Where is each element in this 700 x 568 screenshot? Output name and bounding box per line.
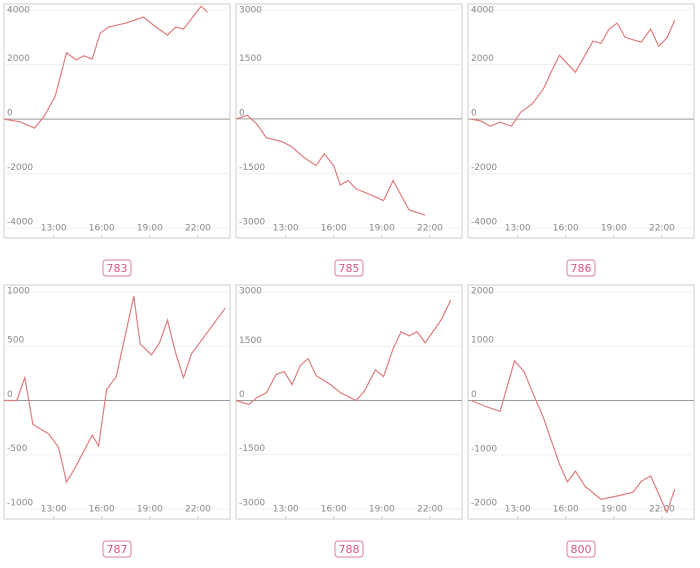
y-tick-label: 0 — [239, 390, 245, 400]
x-tick-label: 22:00 — [185, 224, 211, 234]
y-tick-label: 2000 — [471, 54, 494, 64]
y-tick-label: -2000 — [7, 163, 33, 173]
label-box — [102, 540, 132, 558]
x-tick-label: 22:00 — [185, 505, 211, 515]
y-tick-label: 500 — [7, 336, 24, 346]
y-tick-label: -1500 — [239, 163, 265, 173]
y-tick-label: -1000 — [471, 444, 497, 454]
label-box — [334, 259, 364, 277]
x-tick-label: 19:00 — [369, 505, 395, 515]
y-tick-label: -4000 — [7, 218, 33, 228]
y-tick-label: 2000 — [7, 54, 30, 64]
x-tick-label: 16:00 — [553, 224, 579, 234]
x-tick-label: 16:00 — [89, 505, 115, 515]
chart-panel: -4000 -2000 0 2000 4000 13:00 16:00 19:00 22:00 7… — [467, 3, 695, 277]
panel-frame — [235, 3, 463, 239]
line — [470, 359, 676, 514]
y-tick-label: 0 — [7, 109, 13, 119]
x-tick-label: 19:00 — [601, 224, 627, 234]
y-tick-label: 3000 — [239, 287, 262, 297]
panel-label: 783 — [107, 262, 128, 275]
x-tick-label: 19:00 — [137, 505, 163, 515]
x-tick-label: 13:00 — [273, 224, 299, 234]
x-tick-label: 13:00 — [505, 505, 531, 515]
y-tick-label: -1000 — [7, 499, 33, 509]
y-tick-label: 1500 — [239, 336, 262, 346]
y-tick-label: 0 — [239, 108, 245, 118]
x-tick-label: 16:00 — [321, 224, 347, 234]
x-tick-label: 19:00 — [137, 224, 163, 234]
label-box — [566, 540, 596, 558]
x-tick-label: 16:00 — [553, 505, 579, 515]
x-tick-label: 22:00 — [417, 224, 443, 234]
y-tick-label: 4000 — [471, 6, 494, 16]
panel-frame — [3, 3, 231, 239]
panel-label: 785 — [339, 262, 360, 275]
line — [3, 5, 209, 129]
panel-frame — [3, 284, 231, 520]
x-tick-label: 13:00 — [505, 224, 531, 234]
chart-panel: -3000 -1500 0 1500 3000 13:00 16:00 19:00 22:00 7… — [235, 3, 463, 277]
chart-panel: -4000 -2000 0 2000 4000 13:00 16:00 19:00 22:00 7… — [3, 3, 231, 277]
chart-panel: -2000 -1000 0 1000 2000 13:00 16:00 19:00 22:00 8… — [467, 284, 695, 558]
label-box — [566, 259, 596, 277]
y-tick-label: -3000 — [239, 498, 265, 508]
y-tick-label: 1000 — [7, 287, 30, 297]
y-tick-label: -1500 — [239, 444, 265, 454]
x-tick-label: 13:00 — [273, 505, 299, 515]
panel-label: 800 — [571, 543, 592, 556]
panel-frame — [235, 284, 463, 520]
x-tick-label: 22:00 — [417, 505, 443, 515]
y-tick-label: -500 — [7, 444, 28, 454]
x-tick-label: 13:00 — [41, 505, 67, 515]
y-tick-label: 0 — [471, 390, 477, 400]
y-tick-label: 1500 — [239, 54, 262, 64]
y-tick-label: 2000 — [471, 287, 494, 297]
line — [235, 299, 452, 406]
x-tick-label: 13:00 — [41, 224, 67, 234]
y-tick-label: 3000 — [239, 6, 262, 16]
line — [235, 114, 426, 216]
line — [471, 19, 676, 127]
y-tick-label: 0 — [471, 109, 477, 119]
y-tick-label: 4000 — [7, 6, 30, 16]
y-tick-label: -2000 — [471, 163, 497, 173]
x-tick-label: 16:00 — [321, 505, 347, 515]
x-tick-label: 16:00 — [89, 224, 115, 234]
panel-frame — [467, 3, 695, 239]
x-tick-label: 22:00 — [649, 505, 675, 515]
panel-frame — [467, 284, 695, 520]
y-tick-label: 1000 — [471, 336, 494, 346]
y-tick-label: -2000 — [471, 499, 497, 509]
panel-label: 788 — [339, 543, 360, 556]
y-tick-label: 0 — [7, 390, 13, 400]
panel-label: 787 — [107, 543, 128, 556]
x-tick-label: 19:00 — [601, 505, 627, 515]
chart-panel: -1000 -500 0 500 1000 13:00 16:00 19:00 22:00 787 — [3, 284, 231, 558]
x-tick-label: 19:00 — [369, 224, 395, 234]
line — [4, 296, 226, 484]
panel-label: 786 — [571, 262, 592, 275]
chart-panel: -3000 -1500 0 1500 3000 13:00 16:00 19:00 22:00 7… — [235, 284, 463, 558]
label-box — [102, 259, 132, 277]
label-box — [334, 540, 364, 558]
y-tick-label: -4000 — [471, 218, 497, 228]
y-tick-label: -3000 — [239, 217, 265, 227]
x-tick-label: 22:00 — [649, 224, 675, 234]
